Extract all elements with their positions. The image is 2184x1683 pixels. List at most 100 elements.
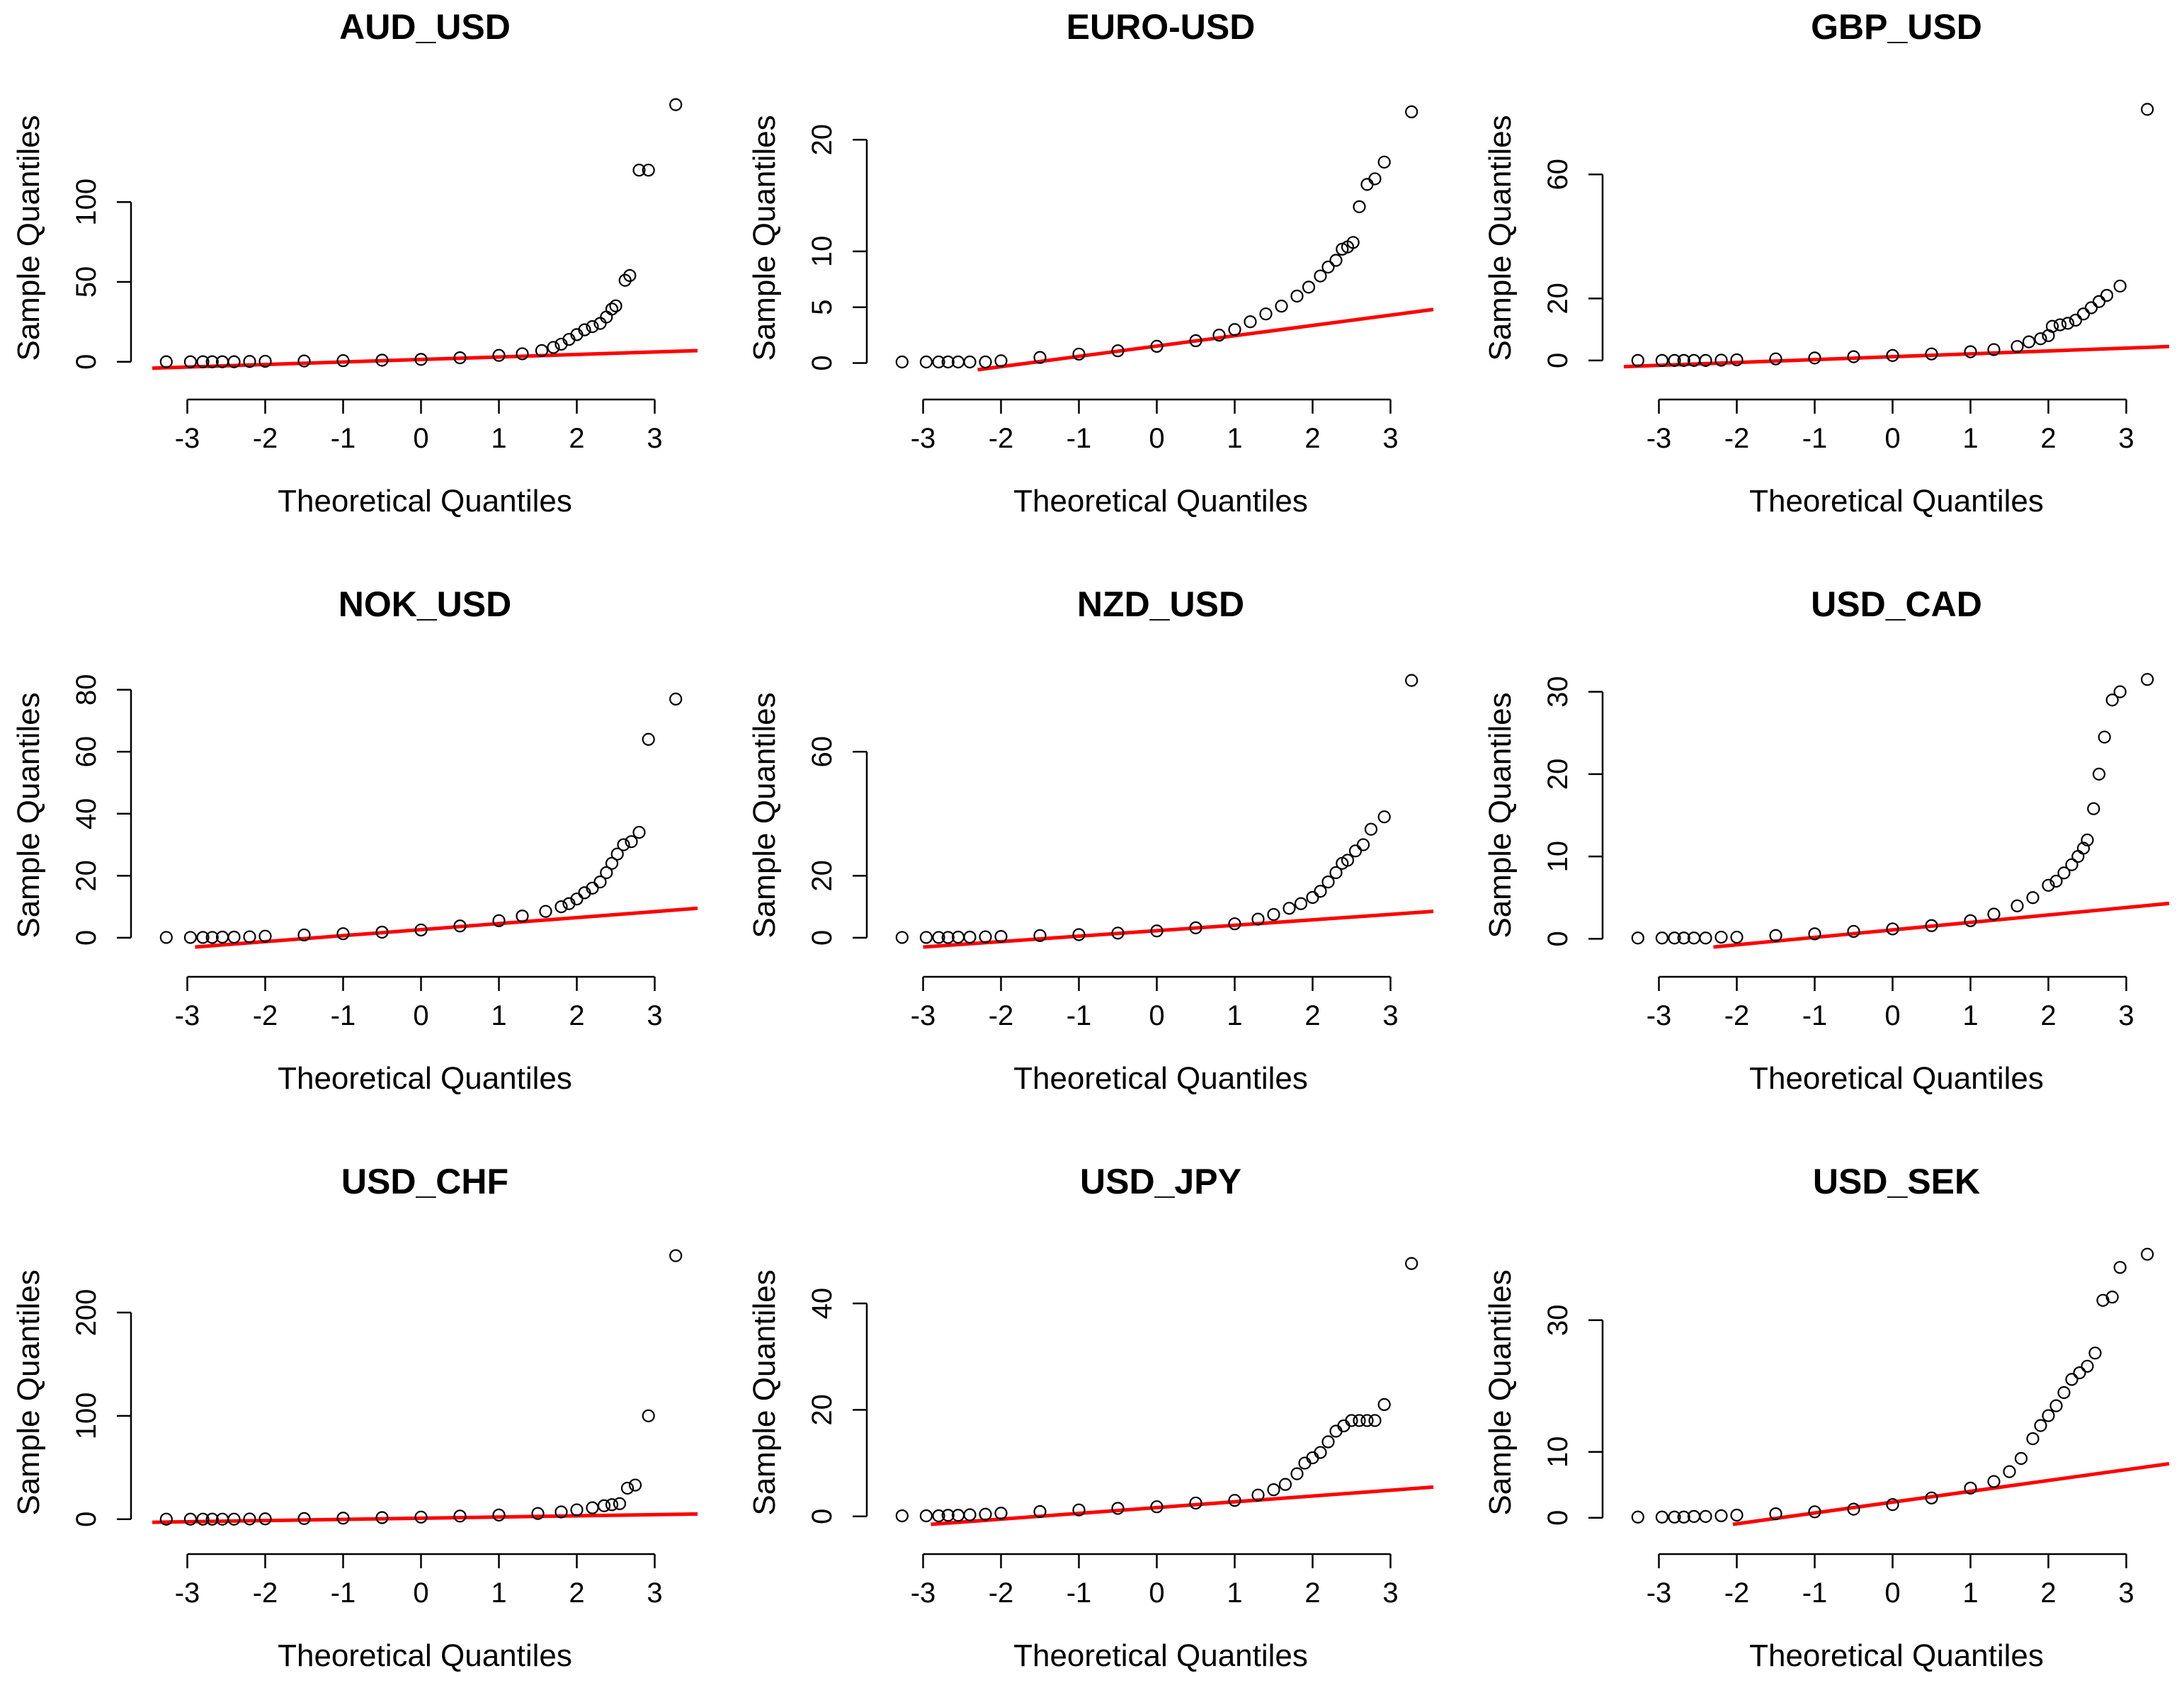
x-tick-label: 3 xyxy=(2118,1000,2134,1031)
qq-point xyxy=(547,341,560,354)
qq-point xyxy=(605,302,619,316)
x-tick-label: 1 xyxy=(1962,1577,1978,1609)
qq-point xyxy=(297,354,311,368)
qq-point xyxy=(1228,323,1241,336)
qq-point xyxy=(1298,1456,1312,1470)
x-tick-label: 0 xyxy=(1149,1577,1164,1609)
qq-point xyxy=(1341,854,1355,867)
qq-panel: USD_SEK -3 -2 -1 0 1 2 3 Theoretical Quantiles 0 1… xyxy=(1483,1162,2170,1673)
qq-point xyxy=(586,881,599,895)
qq-point xyxy=(539,905,552,918)
qq-panel: USD_CHF -3 -2 -1 0 1 2 3 Theoretical Quantiles 0 1… xyxy=(11,1162,698,1673)
qq-point xyxy=(243,930,256,944)
qq-point xyxy=(2026,891,2040,905)
x-tick-label: -2 xyxy=(1724,1000,1750,1031)
qq-point xyxy=(1964,1481,1977,1495)
qq-point xyxy=(1302,280,1316,294)
y-tick-label: 10 xyxy=(807,236,838,268)
qq-point xyxy=(1405,105,1418,118)
x-tick-label: -3 xyxy=(175,423,200,454)
qq-point xyxy=(1405,1257,1418,1270)
y-axis-label: Sample Quantiles xyxy=(747,692,782,938)
qq-point xyxy=(2113,685,2127,698)
qq-point xyxy=(1730,1508,1744,1522)
qq-point xyxy=(1368,172,1382,186)
x-tick-label: 1 xyxy=(1227,1000,1242,1031)
qq-point xyxy=(453,351,467,365)
qq-point xyxy=(1345,1414,1358,1427)
qq-panel: NZD_USD -3 -2 -1 0 1 2 3 Theoretical Quantiles 0 2… xyxy=(747,584,1434,1096)
x-axis-label: Theoretical Quantiles xyxy=(278,1638,572,1673)
qq-point xyxy=(336,354,350,368)
y-axis-label: Sample Quantiles xyxy=(11,692,46,938)
y-tick-label: 60 xyxy=(71,736,102,768)
qq-point xyxy=(1360,178,1374,191)
qq-point xyxy=(586,320,599,334)
qq-point xyxy=(414,1510,428,1524)
qq-point xyxy=(669,98,683,111)
qq-point xyxy=(932,1509,945,1523)
qq-point xyxy=(1847,1502,1860,1516)
y-axis-label: Sample Quantiles xyxy=(1483,115,1518,361)
qq-point xyxy=(516,910,529,923)
y-tick-label: 0 xyxy=(1542,353,1574,368)
qq-point xyxy=(1655,1510,1668,1524)
qq-panel: EURO-USD -3 -2 -1 0 1 2 3 Theoretical Quantiles 0… xyxy=(747,7,1434,518)
qq-point xyxy=(414,923,428,937)
qq-point xyxy=(1808,1505,1821,1519)
qq-point xyxy=(600,866,613,880)
qq-point xyxy=(1329,254,1343,267)
y-axis-label: Sample Quantiles xyxy=(747,1269,782,1515)
qq-point xyxy=(632,164,646,177)
y-axis-label: Sample Quantiles xyxy=(11,1269,46,1515)
qq-point xyxy=(453,1509,467,1523)
qq-panel: USD_CAD -3 -2 -1 0 1 2 3 Theoretical Quantiles 0 1… xyxy=(1483,584,2170,1096)
qq-point xyxy=(2141,103,2154,116)
qq-point xyxy=(531,1507,545,1520)
qq-point xyxy=(979,1507,992,1521)
qq-point xyxy=(2045,319,2059,333)
qq-point xyxy=(994,930,1008,944)
qq-point xyxy=(1278,1478,1292,1491)
qq-point xyxy=(2081,833,2094,846)
qq-point xyxy=(243,355,256,368)
x-tick-label: -3 xyxy=(175,1577,200,1609)
qq-point xyxy=(1714,930,1728,944)
qq-point xyxy=(1808,927,1821,941)
x-axis-label: Theoretical Quantiles xyxy=(1013,1638,1308,1673)
qq-point xyxy=(1321,1435,1335,1449)
qq-point xyxy=(375,925,389,939)
x-tick-label: -1 xyxy=(1802,1577,1828,1609)
qq-point xyxy=(2071,850,2085,863)
x-tick-label: 1 xyxy=(1227,423,1242,454)
qq-point xyxy=(1987,343,2001,356)
qq-point xyxy=(159,1512,173,1526)
qq-point xyxy=(979,930,992,944)
qq-point xyxy=(1150,339,1164,353)
qq-point xyxy=(227,355,241,368)
qq-point xyxy=(414,353,428,366)
y-tick-label: 30 xyxy=(1542,676,1574,708)
qq-point xyxy=(932,355,945,369)
qq-point xyxy=(610,847,624,861)
x-tick-label: 0 xyxy=(1149,423,1164,454)
x-tick-label: 0 xyxy=(1884,1000,1900,1031)
qq-point xyxy=(1808,351,1821,365)
qq-point xyxy=(2092,767,2106,781)
qq-point xyxy=(941,1509,955,1522)
qq-point xyxy=(1631,1510,1644,1524)
y-tick-label: 20 xyxy=(71,860,102,892)
qq-point xyxy=(492,1508,506,1522)
qq-point xyxy=(932,931,945,944)
qq-point xyxy=(2105,1291,2119,1304)
qq-point xyxy=(183,1512,197,1526)
qq-point xyxy=(1033,929,1047,942)
qq-point xyxy=(1360,1414,1374,1427)
qq-point xyxy=(205,931,219,944)
x-tick-label: 1 xyxy=(1962,1000,1978,1031)
qq-point xyxy=(2088,1347,2102,1360)
qq-point xyxy=(1655,931,1668,945)
qq-point xyxy=(1699,1509,1712,1523)
qq-point xyxy=(1337,1419,1350,1433)
qq-point xyxy=(1668,1510,1681,1524)
